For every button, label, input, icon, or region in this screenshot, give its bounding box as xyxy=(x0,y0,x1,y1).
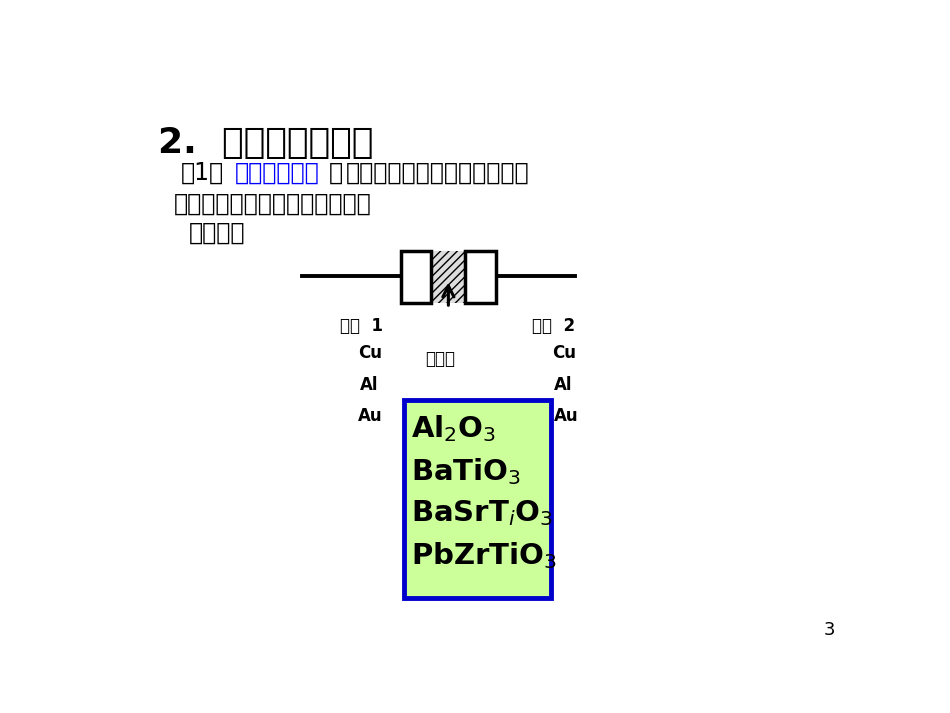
Text: 电子隧穿效应: 电子隧穿效应 xyxy=(235,161,320,185)
Text: Au: Au xyxy=(358,407,383,426)
Bar xyxy=(466,251,496,303)
Text: Al: Al xyxy=(554,376,572,394)
Text: Al: Al xyxy=(360,376,378,394)
Text: Cu: Cu xyxy=(552,344,577,361)
Text: 隧道结：: 隧道结： xyxy=(189,220,245,245)
Text: 绝缘层: 绝缘层 xyxy=(426,349,455,368)
Text: 2.  库仑阻塞的过程: 2. 库仑阻塞的过程 xyxy=(158,125,373,160)
Bar xyxy=(404,400,551,598)
Text: 称为隧穿效应，电子亦不例外。: 称为隧穿效应，电子亦不例外。 xyxy=(174,192,371,216)
Text: Cu: Cu xyxy=(358,344,382,361)
Text: BaSrT$_i$O$_3$: BaSrT$_i$O$_3$ xyxy=(411,498,554,528)
Text: （1）: （1） xyxy=(181,161,224,185)
Text: 电极  2: 电极 2 xyxy=(532,317,575,334)
Text: PbZrTiO$_3$: PbZrTiO$_3$ xyxy=(411,540,558,571)
Text: 3: 3 xyxy=(824,621,835,639)
Text: Au: Au xyxy=(554,407,579,426)
Text: ：: ： xyxy=(329,161,343,185)
Bar xyxy=(431,251,466,303)
Text: 微观粒子具有贯穿势垒的能力: 微观粒子具有贯穿势垒的能力 xyxy=(346,161,529,185)
Text: 电极  1: 电极 1 xyxy=(340,317,383,334)
Text: Al$_2$O$_3$: Al$_2$O$_3$ xyxy=(411,414,496,444)
Bar xyxy=(401,251,431,303)
Text: BaTiO$_3$: BaTiO$_3$ xyxy=(411,456,522,487)
